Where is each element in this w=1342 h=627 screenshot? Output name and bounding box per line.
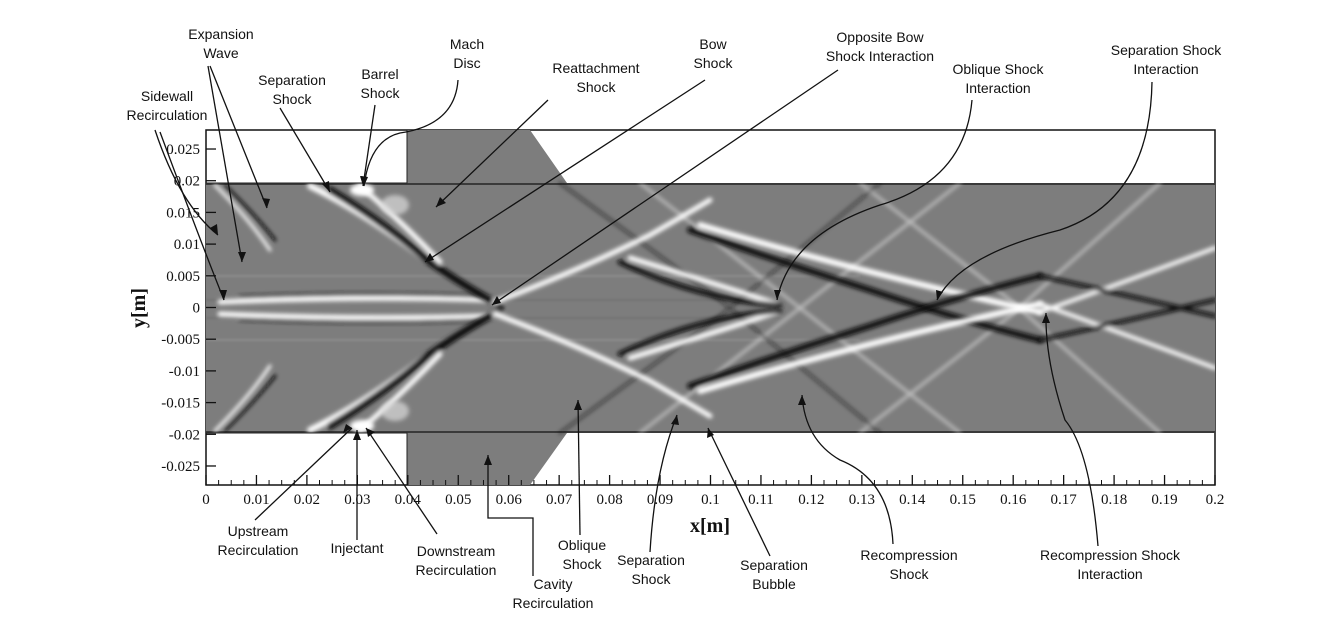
y-axis-title: y[m] — [128, 288, 150, 328]
leader-opposite-bow — [491, 69, 839, 306]
y-tick-label: -0.01 — [169, 364, 200, 380]
label-separation-shock-interaction: Separation Shock Interaction — [1111, 42, 1223, 77]
x-tick-label: 0.04 — [395, 492, 422, 508]
label-recompression-interaction: Recompression Shock Interaction — [1040, 547, 1181, 582]
x-tick-label: 0 — [202, 492, 210, 508]
y-tick-label: 0.01 — [174, 237, 200, 253]
y-tick-label: -0.005 — [161, 332, 200, 348]
leader-recompression — [801, 394, 894, 545]
arrowheads — [210, 176, 1050, 465]
x-tick-label: 0.08 — [596, 492, 622, 508]
label-downstream-recirculation: Downstream Recirculation — [416, 543, 497, 578]
annotations: Expansion Wave Sidewall Recirculation Sepa… — [127, 26, 1223, 611]
leader-expansion-1 — [209, 65, 268, 209]
leader-sep-bubble — [707, 427, 771, 557]
leader-sep-int — [936, 81, 1153, 301]
leader-oblique — [577, 399, 581, 536]
leader-sidewall-2 — [159, 131, 225, 301]
x-tick-label: 0.17 — [1051, 492, 1078, 508]
label-opposite-bow: Opposite Bow Shock Interaction — [826, 29, 934, 64]
label-expansion-wave: Expansion Wave — [188, 26, 253, 61]
x-tick-label: 0.02 — [294, 492, 320, 508]
leader-separation-top — [279, 107, 331, 193]
x-axis: 0 0.01 0.02 0.03 0.04 0.05 0.06 0.07 0.08 0.09 0.1… — [202, 475, 1224, 508]
x-tick-label: 0.07 — [546, 492, 573, 508]
label-injectant: Injectant — [331, 540, 384, 556]
leader-cavity — [487, 455, 534, 576]
y-tick-label: 0.005 — [166, 269, 200, 285]
leader-oblique-int — [776, 99, 973, 301]
label-oblique-shock: Oblique Shock — [558, 537, 606, 572]
y-tick-label: 0.02 — [174, 174, 200, 190]
leader-bow — [424, 79, 706, 263]
x-tick-label: 0.1 — [701, 492, 720, 508]
label-bow-shock: Bow Shock — [694, 36, 734, 71]
y-tick-label: 0.015 — [166, 205, 200, 221]
leader-lines — [154, 65, 1153, 576]
y-tick-label: -0.02 — [169, 427, 200, 443]
label-separation-shock-top: Separation Shock — [258, 72, 326, 107]
leader-upstream — [254, 427, 353, 521]
y-tick-label: -0.025 — [161, 459, 200, 475]
label-upstream-recirculation: Upstream Recirculation — [218, 523, 299, 558]
leader-sep-bottom — [649, 414, 678, 553]
label-sidewall-recirculation: Sidewall Recirculation — [127, 88, 208, 123]
x-tick-label: 0.14 — [899, 492, 926, 508]
y-tick-label: 0.025 — [166, 142, 200, 158]
x-tick-label: 0.18 — [1101, 492, 1127, 508]
leader-mach — [363, 79, 459, 187]
label-reattachment-shock: Reattachment Shock — [552, 60, 639, 95]
leader-barrel — [362, 104, 376, 187]
x-tick-label: 0.12 — [798, 492, 824, 508]
x-tick-label: 0.11 — [748, 492, 774, 508]
label-cavity-recirculation: Cavity Recirculation — [513, 576, 594, 611]
label-oblique-shock-interaction: Oblique Shock Interaction — [952, 61, 1044, 96]
x-tick-label: 0.01 — [243, 492, 269, 508]
x-tick-label: 0.09 — [647, 492, 673, 508]
x-tick-label: 0.15 — [950, 492, 976, 508]
leader-expansion-2 — [207, 65, 243, 263]
leader-downstream — [365, 427, 438, 535]
y-tick-label: -0.015 — [161, 396, 200, 412]
channel-lower-wall — [206, 432, 408, 485]
label-barrel-shock: Barrel Shock — [361, 66, 401, 101]
leader-recomp-int — [1045, 312, 1099, 547]
x-tick-label: 0.06 — [496, 492, 523, 508]
y-tick-label: 0 — [193, 301, 201, 317]
x-tick-label: 0.05 — [445, 492, 471, 508]
x-tick-label: 0.13 — [849, 492, 875, 508]
leader-reattachment — [435, 99, 549, 208]
x-tick-label: 0.16 — [1000, 492, 1027, 508]
label-recompression-shock: Recompression Shock — [860, 547, 957, 582]
x-axis-title: x[m] — [690, 515, 730, 537]
label-mach-disc: Mach Disc — [450, 36, 484, 71]
x-tick-label: 0.2 — [1206, 492, 1225, 508]
channel-upper-wall — [206, 130, 408, 184]
x-tick-label: 0.19 — [1151, 492, 1177, 508]
label-separation-shock-bottom: Separation Shock — [617, 552, 685, 587]
label-separation-bubble: Separation Bubble — [740, 557, 808, 592]
